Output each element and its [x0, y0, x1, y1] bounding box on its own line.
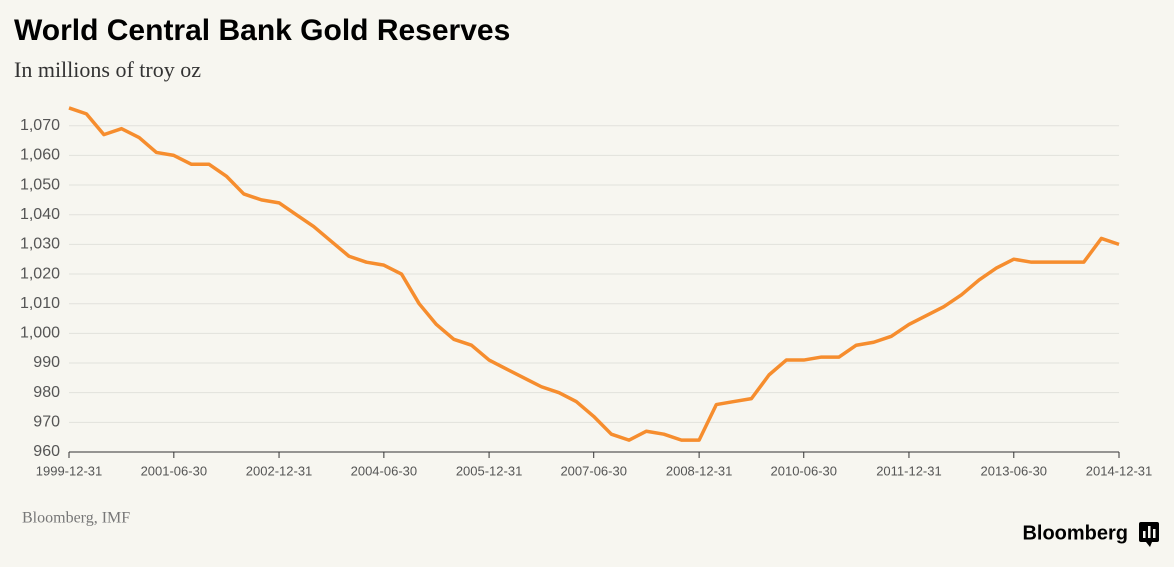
x-tick-label: 2004-06-30	[351, 463, 418, 478]
logo-text: Bloomberg	[1022, 522, 1128, 544]
y-tick-label: 1,060	[20, 147, 60, 164]
x-tick-label: 1999-12-31	[36, 463, 103, 478]
x-tick-label: 2011-12-31	[876, 463, 942, 478]
y-tick-label: 960	[33, 443, 60, 460]
y-tick-label: 1,000	[20, 325, 60, 342]
y-tick-label: 1,070	[20, 117, 60, 134]
y-tick-label: 1,040	[20, 206, 60, 223]
logo-icon	[1139, 522, 1159, 547]
y-tick-label: 990	[33, 354, 60, 371]
y-tick-label: 1,050	[20, 176, 60, 193]
y-tick-label: 1,010	[20, 295, 60, 312]
y-tick-label: 970	[33, 414, 60, 431]
y-tick-label: 1,030	[20, 236, 60, 253]
chart-subtitle: In millions of troy oz	[14, 57, 201, 82]
chart-title: World Central Bank Gold Reserves	[14, 14, 510, 47]
x-tick-label: 2002-12-31	[246, 463, 313, 478]
data-line	[68, 106, 1120, 442]
source: Bloomberg, IMF	[22, 510, 130, 527]
x-tick-label: 2005-12-31	[456, 463, 523, 478]
y-tick-label: 1,020	[20, 265, 60, 282]
x-tick-label: 2013-06-30	[981, 463, 1048, 478]
y-tick-label: 980	[33, 384, 60, 401]
x-tick-label: 2007-06-30	[560, 463, 627, 478]
x-tick-label: 2008-12-31	[666, 463, 733, 478]
x-tick-label: 2001-06-30	[141, 463, 208, 478]
x-tick-label: 2010-06-30	[771, 463, 838, 478]
x-tick-label: 2014-12-31	[1086, 463, 1153, 478]
